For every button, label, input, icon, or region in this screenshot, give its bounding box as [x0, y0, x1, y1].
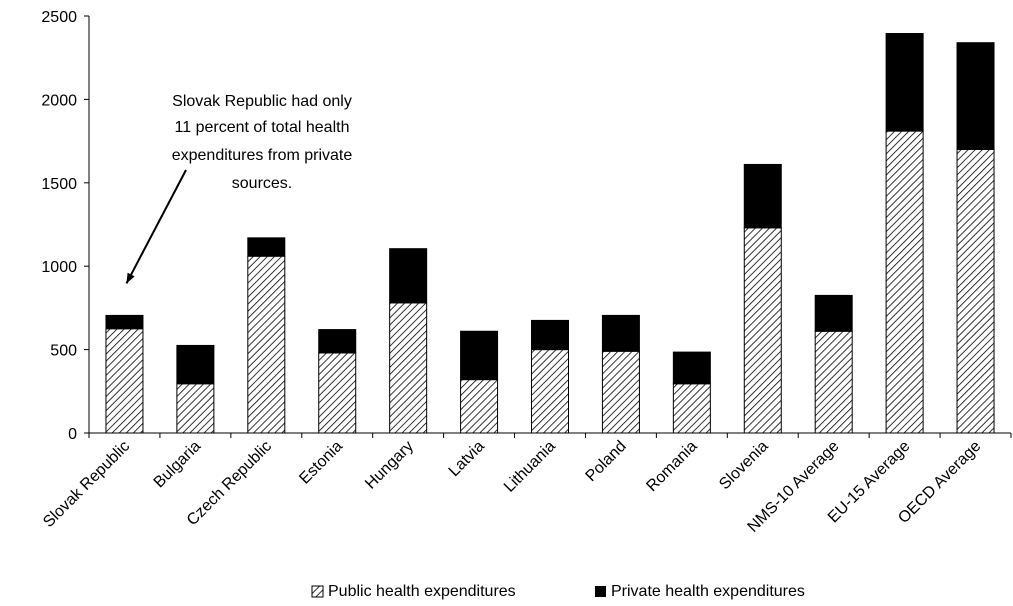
- bar-private: [814, 294, 853, 332]
- bar-public: [247, 255, 286, 434]
- bar-private: [885, 33, 924, 132]
- x-category-label: Bulgaria: [151, 438, 205, 492]
- legend-label-public: Public health expenditures: [328, 583, 516, 600]
- x-category-label: Hungary: [362, 438, 417, 493]
- x-category-label: Lithuania: [501, 438, 559, 496]
- legend-label-private: Private health expenditures: [611, 583, 805, 600]
- annotation-line: 11 percent of total health: [175, 119, 350, 136]
- y-tick-label: 2500: [41, 9, 77, 26]
- bar-private: [672, 351, 711, 385]
- x-category-label: Poland: [582, 438, 629, 485]
- bar-private: [318, 329, 357, 354]
- legend: Public health expenditures Private healt…: [311, 583, 805, 600]
- bar-public: [743, 227, 782, 434]
- y-tick-label: 1500: [41, 176, 77, 193]
- annotation: Slovak Republic had only 11 percent of to…: [125, 93, 353, 284]
- bar-private: [176, 344, 215, 385]
- bar-private: [105, 314, 144, 330]
- bar-private: [956, 42, 995, 150]
- y-tick-label: 1000: [41, 259, 77, 276]
- bar-public: [176, 383, 215, 434]
- bar-public: [531, 349, 569, 434]
- x-category-label: Slovenia: [716, 438, 771, 493]
- chart-bars: [105, 33, 995, 434]
- bar-private: [389, 248, 428, 304]
- annotation-line: Slovak Republic had only: [172, 93, 352, 110]
- bar-public: [318, 352, 357, 434]
- bar-private: [601, 314, 640, 352]
- legend-swatch-private: [595, 586, 606, 597]
- annotation-line: sources.: [232, 175, 292, 192]
- annotation-arrow-head: [126, 272, 135, 284]
- legend-swatch-public: [311, 585, 324, 598]
- bar-public: [460, 379, 499, 434]
- bar-public: [814, 330, 853, 434]
- bar-private: [743, 163, 782, 229]
- y-tick-label: 2000: [41, 92, 77, 109]
- y-tick-label: 500: [50, 343, 77, 360]
- bar-public: [956, 148, 995, 434]
- y-tick-label: 0: [68, 426, 77, 443]
- bar-public: [885, 130, 924, 434]
- bar-public: [389, 302, 428, 434]
- x-category-label: Romania: [643, 438, 700, 495]
- y-tick-labels: 0 500 1000 1500 2000 2500: [41, 9, 77, 443]
- bar-public: [601, 350, 640, 434]
- x-category-label: Latvia: [446, 438, 488, 480]
- bar-private: [460, 330, 499, 381]
- x-category-label: Slovak Republic: [40, 438, 133, 531]
- bar-public: [105, 328, 144, 434]
- bar-private: [531, 319, 569, 351]
- x-category-label: Estonia: [296, 438, 346, 488]
- bar-public: [672, 383, 711, 434]
- annotation-line: expenditures from private: [172, 147, 353, 164]
- annotation-arrow-shaft: [125, 169, 187, 284]
- bar-private: [247, 237, 286, 257]
